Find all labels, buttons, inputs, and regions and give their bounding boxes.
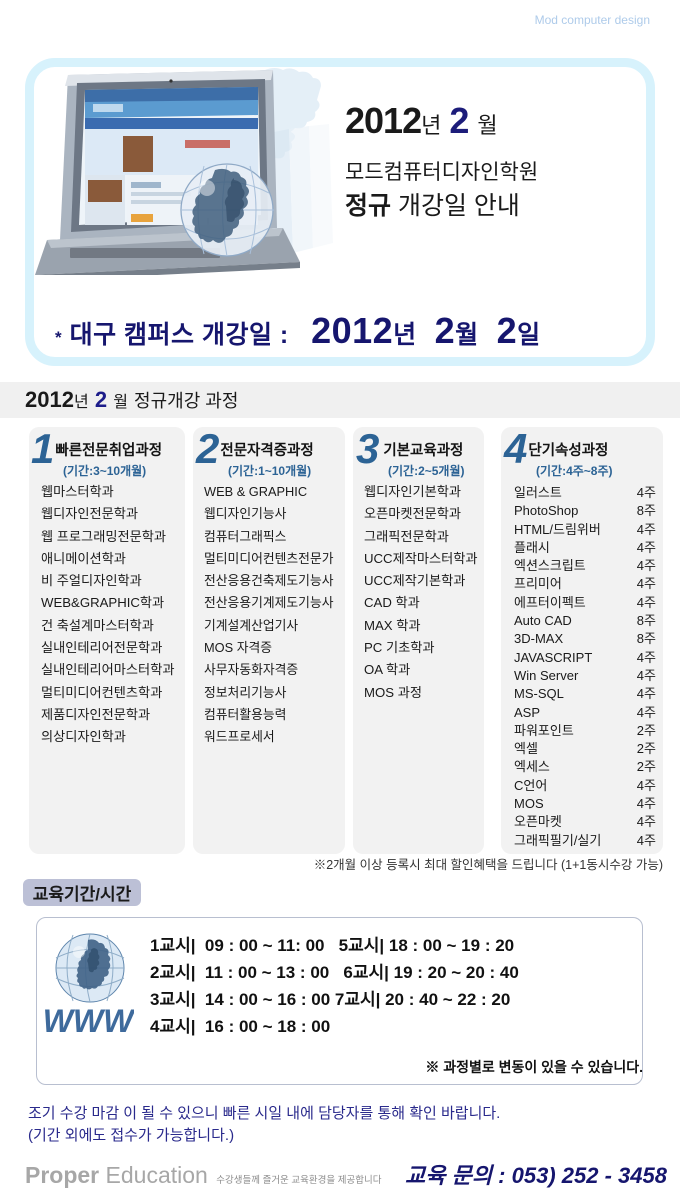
svg-text:WWW: WWW — [43, 1003, 134, 1039]
